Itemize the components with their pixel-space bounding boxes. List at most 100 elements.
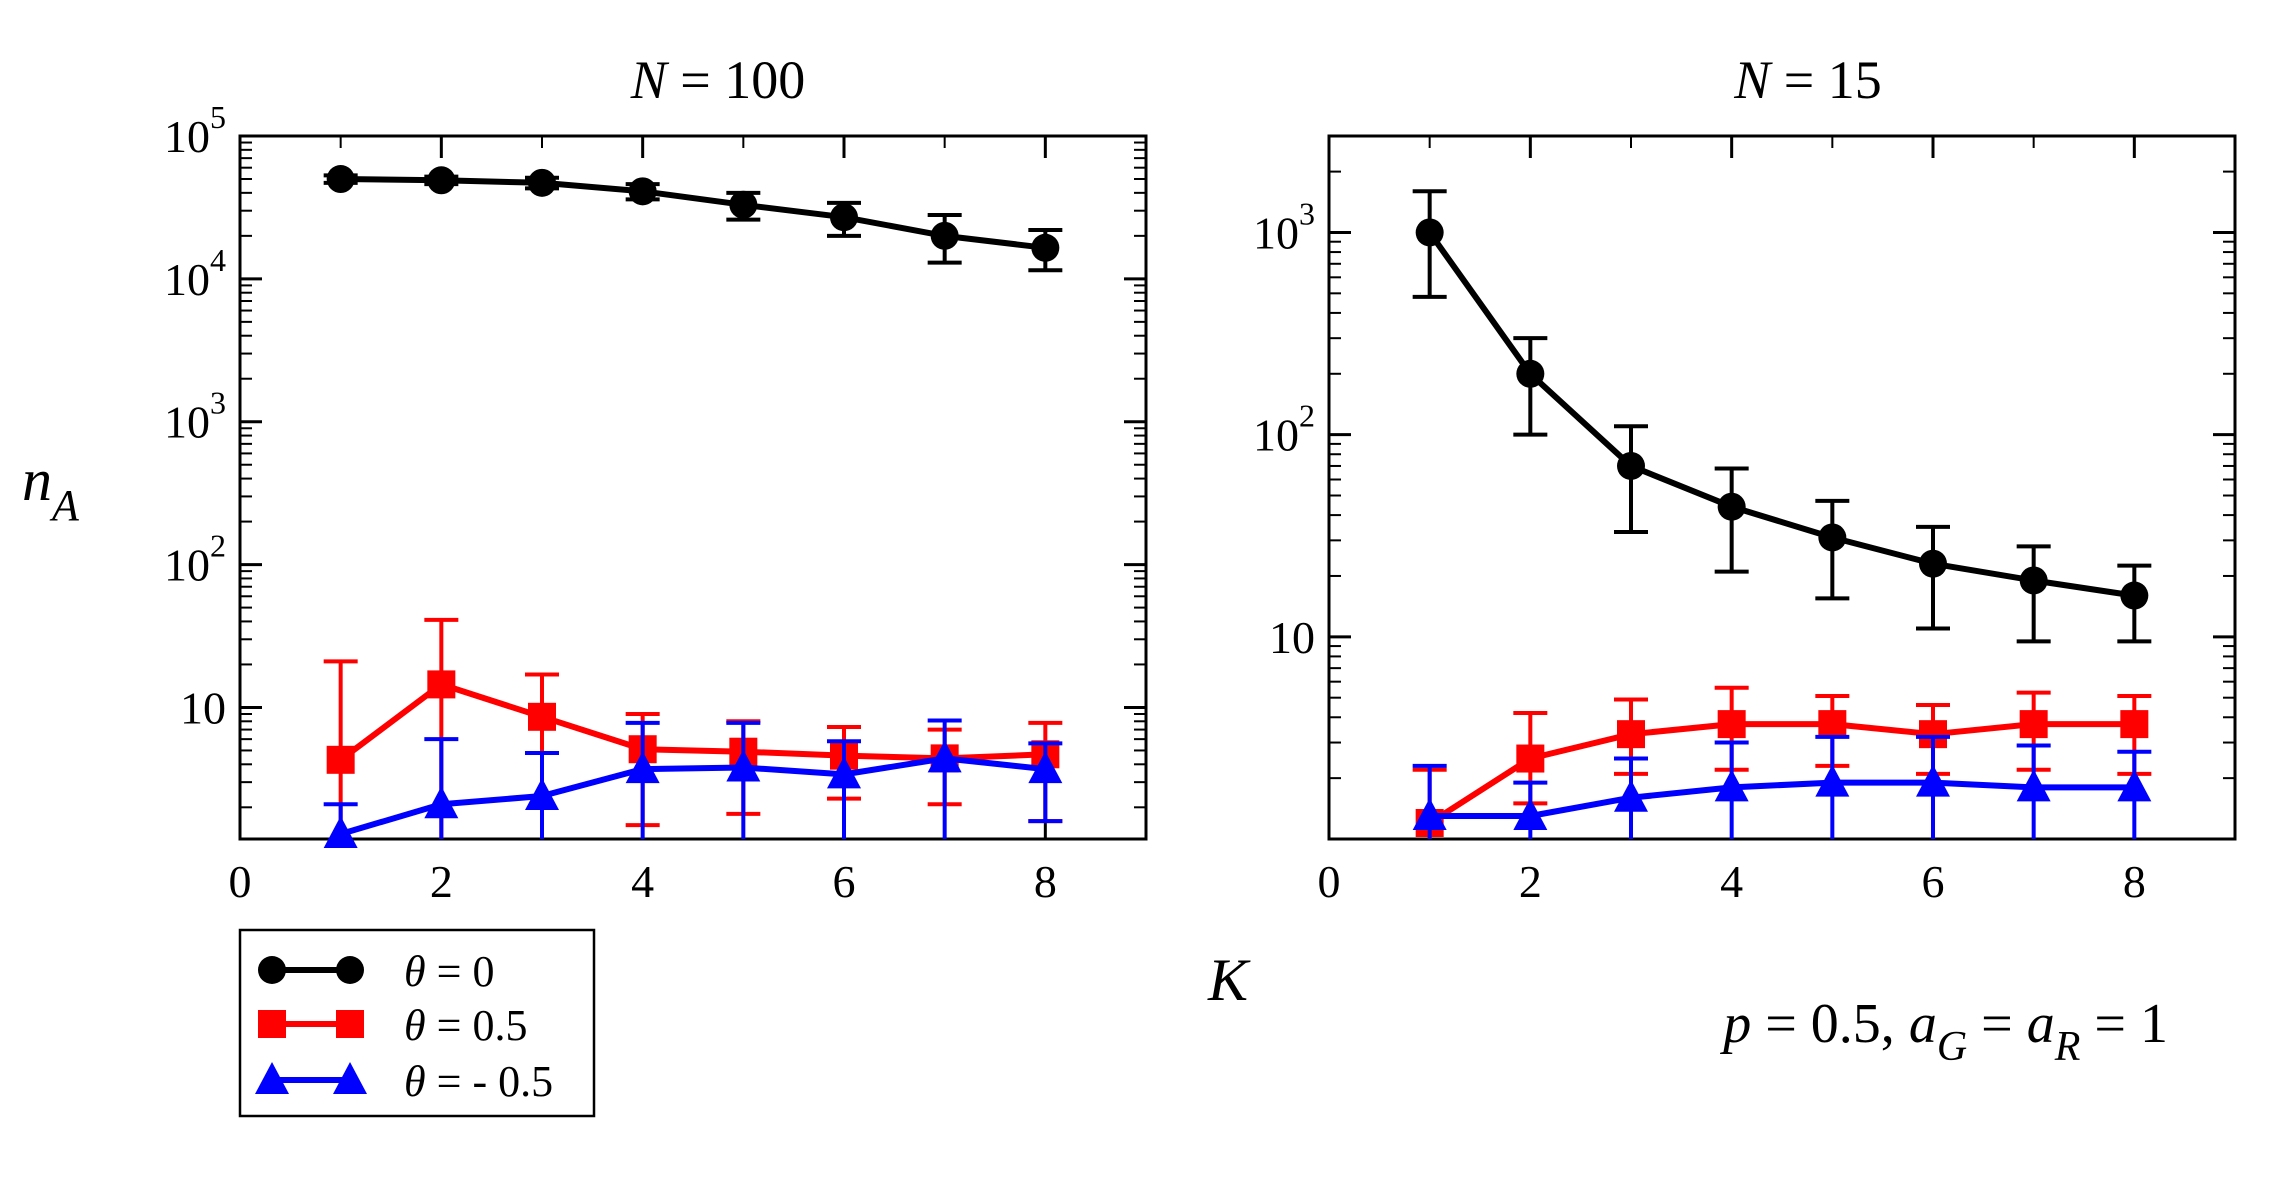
x-tick-labels: 0 2 4 6 8 <box>1318 856 2146 907</box>
x-tick-label: 8 <box>2123 856 2146 907</box>
y-tick-label: 10 <box>1269 612 1315 663</box>
panel-title: N = 15 <box>1733 50 1882 110</box>
y-tick-label: 102 <box>164 528 226 591</box>
data-point-circle <box>1617 451 1645 480</box>
legend-marker-circle <box>258 956 286 984</box>
x-tick-label: 4 <box>1720 856 1743 907</box>
data-point-square <box>326 745 355 774</box>
plot-frame <box>238 134 1148 841</box>
x-tick-label: 6 <box>1922 856 1945 907</box>
data-point-triangle <box>726 749 761 782</box>
data-point-circle <box>1516 359 1545 388</box>
x-tick-label: 2 <box>1519 856 1542 907</box>
data-point-square <box>427 670 456 699</box>
legend-marker-triangle <box>255 1062 289 1094</box>
data-point-square <box>1717 710 1746 739</box>
x-tick-label: 2 <box>430 856 453 907</box>
data-point-square <box>1818 710 1847 739</box>
data-point-circle <box>1415 218 1444 247</box>
series-0 <box>323 165 1063 273</box>
data-point-circle <box>2019 566 2048 595</box>
data-point-square <box>1617 720 1645 749</box>
legend-entry-theta-0: θ = 0 <box>258 947 494 996</box>
data-point-square <box>528 702 556 731</box>
data-point-triangle <box>525 777 559 810</box>
panel-n15: 0 2 4 6 8 10 102 103 N = 15 <box>1253 50 2237 907</box>
data-point-triangle <box>1614 779 1648 812</box>
legend: θ = 0 θ = 0.5 θ = - 0.5 <box>238 928 596 1118</box>
legend-label: θ = - 0.5 <box>404 1057 553 1106</box>
data-point-triangle <box>424 786 459 819</box>
data-point-circle <box>528 168 556 197</box>
series-line <box>339 755 1046 837</box>
x-tick-label: 4 <box>631 856 654 907</box>
y-tick-label: 103 <box>164 385 226 448</box>
series-line <box>340 176 1046 251</box>
data-point-circle <box>830 203 858 232</box>
legend-label: θ = 0 <box>404 947 494 996</box>
data-point-triangle <box>1916 764 1950 797</box>
data-point-triangle <box>1412 797 1447 830</box>
minor-ticks <box>1329 136 2235 839</box>
data-point-circle <box>1717 492 1746 521</box>
data-point-triangle <box>2016 769 2051 802</box>
legend-marker-triangle <box>333 1062 367 1094</box>
x-tick-label: 0 <box>229 856 252 907</box>
legend-label: θ = 0.5 <box>404 1001 527 1050</box>
data-point-circle <box>1919 549 1947 578</box>
data-point-circle <box>1031 233 1060 262</box>
x-tick-label: 6 <box>833 856 856 907</box>
series-line <box>1428 721 2135 826</box>
series-layer <box>323 165 1063 849</box>
data-point-square <box>2019 710 2048 739</box>
major-ticks <box>1327 136 2235 839</box>
series-line <box>1429 779 2135 819</box>
legend-marker-square <box>336 1010 364 1038</box>
x-tick-label: 8 <box>1034 856 1057 907</box>
data-point-triangle <box>1815 764 1850 797</box>
legend-marker-square <box>258 1010 286 1038</box>
data-point-triangle <box>1028 751 1063 784</box>
series-layer <box>1412 189 2152 839</box>
data-point-circle <box>628 177 657 206</box>
data-point-triangle <box>927 740 962 773</box>
data-point-square <box>2120 710 2149 739</box>
data-point-triangle <box>2117 769 2152 802</box>
x-tick-label: 0 <box>1318 856 1341 907</box>
legend-entry-theta-neg-0-5: θ = - 0.5 <box>255 1057 553 1106</box>
series-2 <box>323 718 1063 849</box>
data-point-circle <box>2120 581 2149 610</box>
x-tick-labels: 0 2 4 6 8 <box>229 856 1057 907</box>
y-axis-label: nA <box>22 447 80 530</box>
data-point-triangle <box>1513 797 1548 830</box>
data-point-circle <box>729 190 758 219</box>
series-line <box>1427 230 2135 599</box>
data-point-square <box>1516 744 1545 773</box>
y-tick-labels: 10 102 103 <box>1253 195 1315 662</box>
data-point-circle <box>427 166 456 195</box>
data-point-triangle <box>323 816 358 849</box>
error-bar <box>927 718 962 839</box>
y-tick-label: 105 <box>164 99 226 162</box>
data-point-triangle <box>1714 769 1749 802</box>
legend-entry-theta-0-5: θ = 0.5 <box>258 1001 527 1050</box>
series-0 <box>1412 189 2152 644</box>
y-tick-labels: 10 102 103 104 105 <box>164 99 226 733</box>
y-tick-label: 103 <box>1253 195 1315 258</box>
x-axis-label: K <box>1207 947 1251 1013</box>
y-tick-label: 10 <box>180 682 226 733</box>
y-tick-label: 102 <box>1253 398 1315 461</box>
data-point-circle <box>326 165 355 194</box>
series-2 <box>1412 734 2152 839</box>
plot-frame <box>1327 134 2237 841</box>
panel-title: N = 100 <box>630 50 806 110</box>
y-tick-label: 104 <box>164 242 226 305</box>
data-point-circle <box>1818 523 1847 552</box>
data-point-triangle <box>827 756 861 789</box>
series-line <box>338 681 1046 763</box>
data-point-triangle <box>625 751 660 784</box>
legend-marker-circle <box>336 956 364 984</box>
parameter-annotation: p = 0.5, aG = aR = 1 <box>1719 993 2168 1070</box>
panel-n100: 0 2 4 6 8 10 102 103 104 105 N = 100 <box>164 50 1148 907</box>
